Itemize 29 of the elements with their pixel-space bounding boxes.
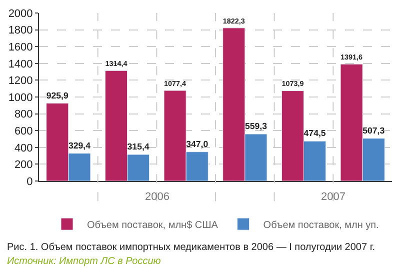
legend-label: Объем поставок, млн уп.	[263, 220, 379, 231]
text: 2006	[145, 191, 170, 203]
y-tick-label: 2000	[8, 8, 33, 20]
legend-label: Объем поставок, млн$ США	[87, 220, 218, 231]
text: 2007	[321, 191, 346, 203]
y-tick-label: 1600	[8, 41, 33, 54]
data-label: 329,4	[68, 140, 91, 150]
y-tick-label: 1200	[8, 75, 33, 88]
y-tick-label: 200	[14, 159, 33, 172]
data-label: 347,0	[186, 138, 208, 149]
data-label: 1314,4	[105, 58, 128, 68]
y-tick-label: 1400	[8, 58, 33, 70]
y-tick-label: 400	[14, 142, 33, 154]
text: Источник: Импорт ЛС в Россию	[7, 256, 162, 267]
data-label: 507,3	[362, 125, 385, 136]
y-tick-label: 800	[14, 108, 33, 121]
y-tick-label: 600	[14, 125, 33, 138]
data-label: 1073,9	[282, 79, 304, 88]
y-tick-label: 0	[26, 176, 33, 188]
data-label: 559,3	[244, 121, 268, 132]
y-tick-label: 1800	[8, 24, 33, 37]
data-label: 315,4	[127, 142, 150, 152]
data-label: 1077,4	[164, 78, 186, 88]
data-label: 1822,3	[222, 16, 245, 26]
data-label: 925,9	[46, 90, 68, 100]
y-tick-label: 1000	[8, 92, 33, 104]
data-label: 474,5	[304, 128, 326, 138]
data-label: 1391,6	[340, 52, 363, 62]
text: Рис. 1. Объем поставок импортных медикаментов в 2006 — I полугодии 2007 г.	[7, 242, 376, 253]
